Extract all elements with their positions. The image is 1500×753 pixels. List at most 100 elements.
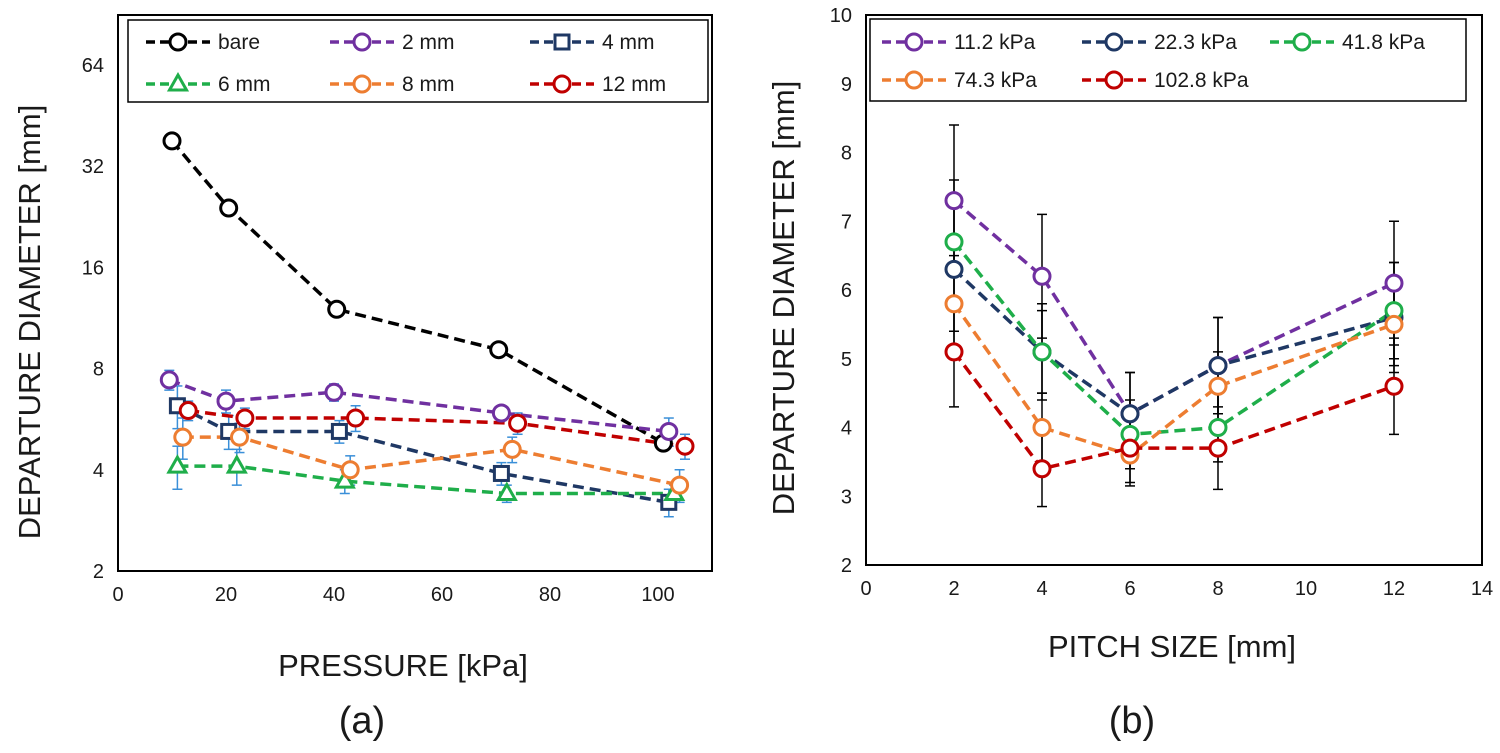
series-line-6-mm	[177, 464, 675, 496]
y-tick-label: 10	[830, 5, 852, 27]
data-point-11-2-kpa	[1032, 266, 1052, 286]
panel-a-markers	[159, 131, 695, 511]
x-tick-label: 8	[1212, 578, 1223, 600]
series-line-2-mm	[168, 378, 669, 434]
panel-a-chart: 0 20 40 60 80 100 2 4 8 16 32 64 bare 2 mm 4 mm 6 mm 8 …	[12, 14, 713, 742]
data-point-6-mm	[166, 454, 189, 474]
legend-item-4-mm: 4 mm	[530, 31, 655, 54]
panel-a-plot-frame	[117, 14, 713, 572]
x-tick-label: 20	[215, 584, 237, 606]
legend-label-11-2-kpa: 11.2 kPa	[954, 31, 1036, 54]
series-line-12-mm	[187, 408, 686, 448]
legend-label-12-mm: 12 mm	[602, 73, 666, 96]
data-point-11-2-kpa	[1384, 273, 1404, 293]
y-tick-label: 9	[841, 74, 852, 96]
legend-marker-22-3-kpa	[1104, 32, 1124, 52]
series-line-102-8-kpa	[952, 350, 1395, 471]
legend-item-11-2-kpa: 11.2 kPa	[882, 31, 1036, 54]
data-point-102-8-kpa	[1120, 438, 1140, 458]
panel-b-legend-box	[869, 18, 1467, 102]
y-tick-label: 8	[841, 143, 852, 165]
legend-marker-11-2-kpa	[904, 32, 924, 52]
panel-a-series-lines	[168, 139, 686, 505]
data-point-8-mm	[670, 475, 690, 495]
data-point-8-mm	[340, 460, 360, 480]
panel-b-series-lines	[952, 199, 1395, 471]
legend-marker-102-8-kpa	[1104, 70, 1124, 90]
x-tick-label: 80	[539, 584, 561, 606]
y-tick-label: 6	[841, 280, 852, 302]
y-tick-label: 2	[841, 555, 852, 577]
data-point-22-3-kpa	[944, 259, 964, 279]
data-point-41-8-kpa	[944, 232, 964, 252]
series-line-22-3-kpa	[952, 268, 1395, 416]
data-point-74-3-kpa	[944, 294, 964, 314]
data-point-102-8-kpa	[1208, 438, 1228, 458]
legend-item-41-8-kpa: 41.8 kPa	[1270, 31, 1425, 54]
y-tick-label: 32	[82, 156, 104, 178]
y-tick-label: 2	[93, 561, 104, 583]
series-line-8-mm	[182, 435, 680, 487]
data-point-bare	[489, 340, 509, 360]
data-point-12-mm	[235, 408, 255, 428]
data-point-2-mm	[216, 391, 236, 411]
x-tick-label: 60	[431, 584, 453, 606]
data-point-11-2-kpa	[944, 191, 964, 211]
legend-label-8-mm: 8 mm	[402, 73, 455, 96]
panel-a-legend: bare 2 mm 4 mm 6 mm 8 mm 12 mm	[146, 31, 666, 96]
series-line-4-mm	[176, 404, 670, 505]
legend-label-41-8-kpa: 41.8 kPa	[1342, 31, 1425, 54]
data-point-bare	[162, 131, 182, 151]
data-point-2-mm	[159, 370, 179, 390]
data-point-bare	[219, 198, 239, 218]
legend-marker-4-mm	[553, 33, 571, 51]
legend-label-4-mm: 4 mm	[602, 31, 655, 54]
legend-item-12-mm: 12 mm	[530, 73, 666, 96]
panel-a-legend-box	[127, 19, 709, 103]
data-point-8-mm	[502, 439, 522, 459]
x-tick-label: 100	[641, 584, 674, 606]
legend-marker-bare	[168, 32, 188, 52]
legend-label-6-mm: 6 mm	[218, 73, 271, 96]
data-point-6-mm	[225, 454, 248, 474]
legend-label-2-mm: 2 mm	[402, 31, 455, 54]
x-tick-label: 6	[1124, 578, 1135, 600]
data-point-6-mm	[495, 481, 518, 501]
y-tick-label: 7	[841, 211, 852, 233]
panel-b-markers	[944, 191, 1404, 479]
data-point-12-mm	[346, 408, 366, 428]
y-tick-label: 4	[841, 418, 852, 440]
data-point-4-mm	[330, 422, 348, 440]
legend-item-74-3-kpa: 74.3 kPa	[882, 69, 1037, 92]
x-tick-label: 12	[1383, 578, 1405, 600]
data-point-4-mm	[492, 464, 510, 482]
y-tick-label: 8	[93, 359, 104, 381]
legend-marker-8-mm	[352, 74, 372, 94]
data-point-22-3-kpa	[1120, 404, 1140, 424]
panel-b-y-axis-label: DEPARTURE DIAMETER [mm]	[766, 81, 801, 516]
legend-item-6-mm: 6 mm	[146, 71, 271, 96]
legend-label-102-8-kpa: 102.8 kPa	[1154, 69, 1249, 92]
legend-item-102-8-kpa: 102.8 kPa	[1082, 69, 1249, 92]
panel-a-label: (a)	[339, 700, 385, 742]
series-line-bare	[170, 139, 665, 445]
data-point-8-mm	[173, 427, 193, 447]
series-line-41-8-kpa	[952, 240, 1395, 437]
legend-item-8-mm: 8 mm	[330, 73, 455, 96]
data-point-74-3-kpa	[1208, 376, 1228, 396]
x-tick-label: 2	[948, 578, 959, 600]
legend-label-bare: bare	[218, 31, 260, 54]
legend-item-22-3-kpa: 22.3 kPa	[1082, 31, 1237, 54]
x-tick-label: 10	[1295, 578, 1317, 600]
data-point-6-mm	[333, 469, 356, 489]
data-point-41-8-kpa	[1032, 342, 1052, 362]
x-tick-label: 40	[323, 584, 345, 606]
panel-a-y-axis-label: DEPARTURE DIAMETER [mm]	[12, 105, 47, 540]
legend-marker-12-mm	[552, 74, 572, 94]
y-tick-label: 4	[93, 460, 104, 482]
data-point-102-8-kpa	[944, 342, 964, 362]
data-point-74-3-kpa	[1032, 418, 1052, 437]
